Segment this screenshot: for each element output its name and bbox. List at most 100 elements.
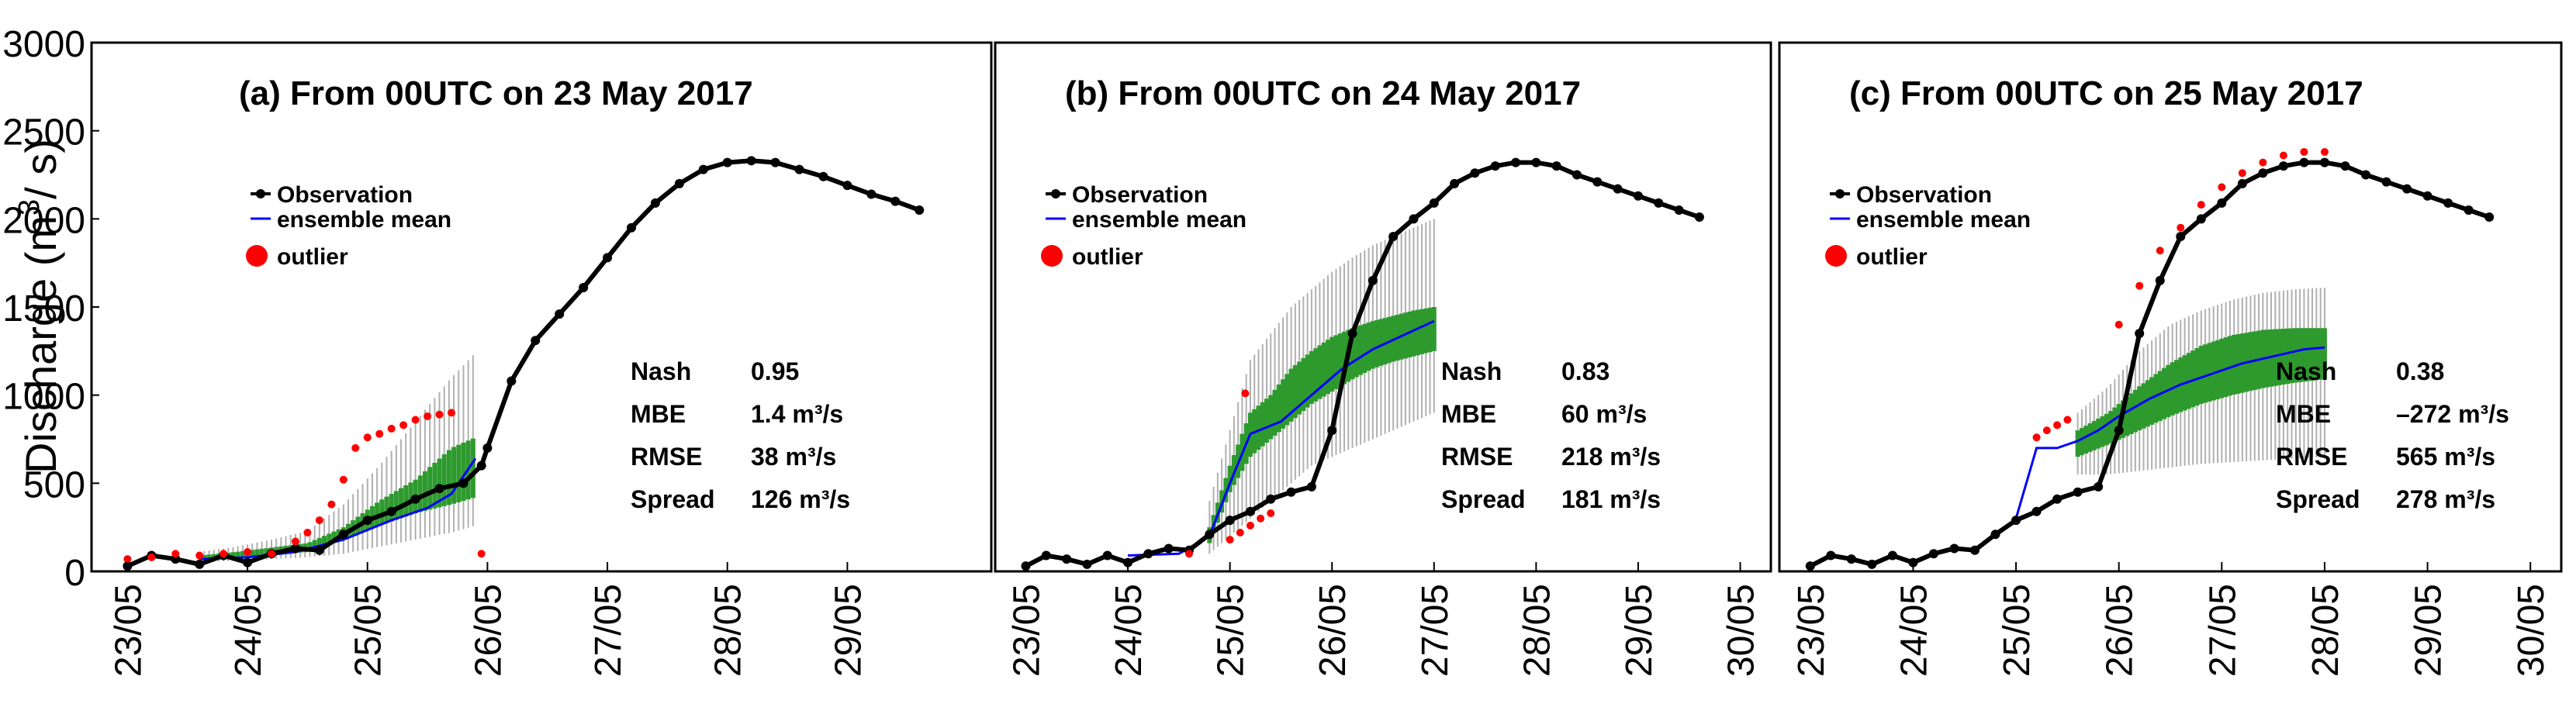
observation-point — [1409, 214, 1419, 224]
y-tick-label: 3000 — [2, 24, 85, 65]
legend-ensemble-mean-label: ensemble mean — [1856, 207, 2031, 233]
panel-frame — [90, 41, 993, 573]
y-tick-label: 1500 — [2, 288, 85, 329]
outlier-point — [2053, 421, 2062, 429]
stat-name: RMSE — [631, 443, 702, 471]
observation-point — [434, 484, 444, 494]
stat-value: 126 m³/s — [751, 485, 850, 513]
y-tick-label: 500 — [23, 464, 85, 505]
legend-outlier-label: outlier — [1072, 244, 1143, 270]
observation-point — [1306, 481, 1316, 492]
x-tick-label: 26/05 — [1312, 584, 1354, 677]
observation-point — [1867, 559, 1877, 569]
observation-point — [842, 181, 852, 191]
observation-point — [386, 506, 396, 516]
observation-point — [2299, 157, 2309, 167]
observation-point — [1082, 559, 1092, 569]
observation-point — [1266, 494, 1276, 504]
observation-point — [2443, 198, 2453, 208]
observation-point — [2237, 178, 2247, 188]
outlier-point — [411, 416, 420, 424]
outlier-point — [1246, 521, 1254, 530]
observation-point — [2422, 191, 2433, 201]
outlier-point — [448, 409, 455, 417]
observation-point — [1846, 554, 1856, 564]
observation-point — [866, 189, 877, 199]
outlier-point — [363, 433, 372, 442]
legend-outlier-marker — [246, 245, 268, 267]
stat-value: 38 m³/s — [751, 443, 836, 471]
x-tick-label: 24/05 — [228, 584, 269, 677]
observation-point — [1826, 550, 1836, 561]
stat-name: Nash — [1441, 357, 1502, 385]
outlier-point — [477, 550, 486, 558]
observation-point — [2114, 426, 2124, 436]
x-tick-label: 27/05 — [1415, 584, 1456, 677]
x-tick-label: 25/05 — [1211, 584, 1252, 677]
observation-point — [818, 171, 828, 181]
observation-point — [1450, 178, 1460, 188]
observation-point — [2011, 516, 2021, 526]
outlier-point — [2218, 183, 2226, 191]
observation-point — [2381, 177, 2391, 187]
observation-point — [1347, 329, 1357, 339]
outlier-point — [315, 516, 323, 525]
legend-observation-label: Observation — [1072, 182, 1208, 208]
outlier-point — [2259, 158, 2267, 167]
x-tick-label: 29/05 — [2408, 584, 2450, 677]
observation-point — [195, 559, 205, 569]
outlier-point — [2177, 223, 2185, 232]
stat-name: Nash — [631, 357, 691, 385]
observation-point — [2217, 198, 2227, 208]
observation-point — [1490, 161, 1500, 171]
outlier-point — [2114, 320, 2123, 329]
x-tick-label: 23/05 — [1006, 584, 1047, 677]
outlier-point — [171, 550, 180, 558]
observation-point — [1225, 516, 1235, 526]
outlier-point — [1267, 509, 1275, 517]
x-tick-label: 27/05 — [2202, 584, 2243, 677]
observation-point — [2073, 487, 2083, 497]
stat-name: RMSE — [2276, 443, 2347, 471]
legend-observation-marker — [1051, 189, 1060, 198]
y-axis-ticks: 0 500 1000 1500 2000 2500 3000 — [2, 24, 99, 594]
observation-point — [722, 157, 732, 167]
outlier-point — [220, 550, 228, 558]
observation-point — [1470, 168, 1480, 178]
x-tick-label: 28/05 — [2305, 584, 2346, 677]
x-axis-ticks: 23/05 24/05 25/05 26/05 27/05 28/05 29/05 — [108, 562, 869, 677]
stat-value: 60 m³/s — [1561, 400, 1647, 428]
panel-title: (a) From 00UTC on 23 May 2017 — [239, 74, 753, 112]
stat-name: RMSE — [1441, 443, 1513, 471]
stat-value: 218 m³/s — [1561, 443, 1661, 471]
stat-name: MBE — [2276, 400, 2331, 428]
observation-point — [2402, 184, 2412, 194]
outlier-point — [2197, 201, 2205, 209]
observation-point — [2319, 157, 2329, 167]
x-tick-label: 29/05 — [1619, 584, 1660, 677]
stat-value: 0.95 — [751, 357, 799, 385]
outlier-point — [339, 475, 348, 484]
legend-outlier-label: outlier — [277, 244, 348, 270]
observation-point — [476, 461, 486, 471]
x-tick-label: 28/05 — [1516, 584, 1558, 677]
outlier-point — [244, 547, 252, 556]
stats-block: Nash 0.95 MBE 1.4 m³/s RMSE 38 m³/s Spread 126 … — [631, 357, 850, 513]
x-tick-label: 29/05 — [828, 584, 869, 677]
outlier-point — [2320, 147, 2329, 156]
ensemble-spread — [197, 355, 475, 563]
observation-point — [2278, 161, 2288, 171]
observation-point — [1286, 487, 1296, 497]
panel-title: (c) From 00UTC on 25 May 2017 — [1849, 74, 2363, 112]
x-tick-label: 26/05 — [2100, 584, 2141, 677]
outlier-point — [1236, 528, 1244, 536]
y-tick-label: 2500 — [2, 112, 85, 154]
observation-point — [1143, 549, 1153, 559]
outlier-point — [1241, 389, 1250, 398]
observation-point — [290, 543, 300, 554]
stat-name: Spread — [631, 485, 714, 513]
observation-point — [2484, 212, 2495, 223]
observation-point — [458, 478, 469, 488]
